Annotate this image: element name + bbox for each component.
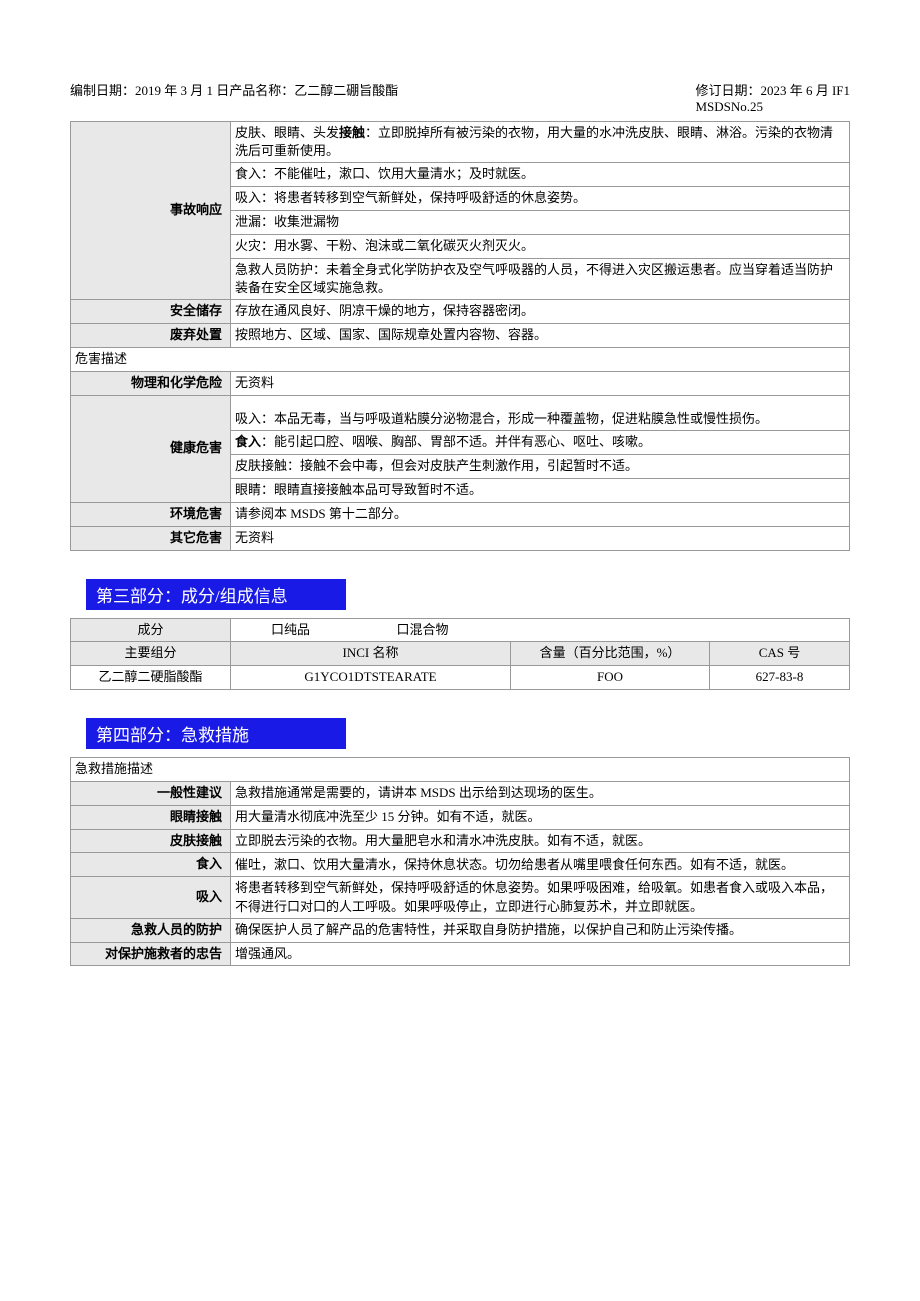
health-ingest: 食入：能引起口腔、咽喉、胸部、胃部不适。并伴有恶心、呕吐、咳嗽。 [231,431,850,455]
fa-inhale-label: 吸入 [71,877,231,918]
health-label: 健康危害 [71,395,231,502]
safe-storage-value: 存放在通风良好、阴凉干燥的地方，保持容器密闭。 [231,300,850,324]
header-right: 修订日期：2023 年 6 月 IF1 MSDSNo.25 [695,80,850,115]
hdr-main-comp: 主要组分 [71,642,231,666]
hdr-inci: INCI 名称 [231,642,511,666]
accident-rescue: 急救人员防护：未着全身式化学防护衣及空气呼吸器的人员，不得进入灾区搬运患者。应当… [231,258,850,299]
data-content: FOO [511,666,710,690]
data-inci: G1YCO1DTSTEARATE [231,666,511,690]
other-value: 无资料 [231,526,850,550]
fa-responder-value: 确保医护人员了解产品的危害特性，并采取自身防护措施，以保护自己和防止污染传播。 [231,918,850,942]
phys-chem-value: 无资料 [231,371,850,395]
safe-storage-label: 安全储存 [71,300,231,324]
fa-skin-label: 皮肤接触 [71,829,231,853]
disposal-value: 按照地方、区域、国家、国际规章处置内容物、容器。 [231,323,850,347]
composition-table: 成分 口纯品 口混合物 主要组分 INCI 名称 含量（百分比范围，%） CAS… [70,618,850,691]
firstaid-desc-header: 急救措施描述 [71,758,850,782]
fa-ingest-value: 催吐，漱口、饮用大量清水，保持休息状态。切勿给患者从嘴里喂食任何东西。如有不适，… [231,853,850,877]
section4-header: 第四部分：急救措施 [86,718,346,749]
hdr-content: 含量（百分比范围，%） [511,642,710,666]
disposal-label: 废弃处置 [71,323,231,347]
fa-responder-label: 急救人员的防护 [71,918,231,942]
hdr-cas: CAS 号 [709,642,849,666]
health-inhale: 吸入：本品无毒，当与呼吸道粘膜分泌物混合，形成一种覆盖物，促进粘膜急性或慢性损伤… [231,395,850,431]
health-skin: 皮肤接触：接触不会中毒，但会对皮肤产生刺激作用，引起暂时不适。 [231,455,850,479]
env-label: 环境危害 [71,502,231,526]
comp-row1-label: 成分 [71,618,231,642]
opt-mix: 口混合物 [397,622,449,637]
phys-chem-label: 物理和化学危险 [71,371,231,395]
accident-response-label: 事故响应 [71,122,231,300]
hazard-table: 事故响应 皮肤、眼睛、头发接触：立即脱掉所有被污染的衣物，用大量的水冲洗皮肤、眼… [70,121,850,551]
revision-date: 修订日期：2023 年 6 月 IF1 [695,83,850,98]
accident-skin: 皮肤、眼睛、头发接触：立即脱掉所有被污染的衣物，用大量的水冲洗皮肤、眼睛、淋浴。… [231,122,850,163]
accident-inhale: 吸入：将患者转移到空气新鲜处，保持呼吸舒适的休息姿势。 [231,187,850,211]
other-label: 其它危害 [71,526,231,550]
fa-general-label: 一般性建议 [71,781,231,805]
opt-pure: 口纯品 [271,622,310,637]
firstaid-table: 急救措施描述 一般性建议 急救措施通常是需要的，请讲本 MSDS 出示给到达现场… [70,757,850,966]
msds-no: MSDSNo.25 [695,99,763,114]
fa-eye-value: 用大量清水彻底冲洗至少 15 分钟。如有不适，就医。 [231,805,850,829]
data-comp: 乙二醇二硬脂酸酯 [71,666,231,690]
hazard-desc-header: 危害描述 [71,347,850,371]
health-eye: 眼睛：眼睛直接接触本品可导致暂时不适。 [231,479,850,503]
header-left: 编制日期：2019 年 3 月 1 日产品名称：乙二醇二硼旨酸酯 [70,80,398,115]
accident-fire: 火灾：用水雾、干粉、泡沫或二氧化碳灭火剂灭火。 [231,234,850,258]
env-value: 请参阅本 MSDS 第十二部分。 [231,502,850,526]
accident-ingest: 食入：不能催吐，漱口、饮用大量清水；及时就医。 [231,163,850,187]
fa-advice-label: 对保护施救者的忠告 [71,942,231,966]
fa-general-value: 急救措施通常是需要的，请讲本 MSDS 出示给到达现场的医生。 [231,781,850,805]
accident-leak: 泄漏：收集泄漏物 [231,211,850,235]
fa-skin-value: 立即脱去污染的衣物。用大量肥皂水和清水冲洗皮肤。如有不适，就医。 [231,829,850,853]
fa-ingest-label: 食入 [71,853,231,877]
data-cas: 627-83-8 [709,666,849,690]
fa-advice-value: 增强通风。 [231,942,850,966]
fa-eye-label: 眼睛接触 [71,805,231,829]
comp-row1-opts: 口纯品 口混合物 [231,618,850,642]
fa-inhale-value: 将患者转移到空气新鲜处，保持呼吸舒适的休息姿势。如果呼吸困难，给吸氧。如患者食入… [231,877,850,918]
section3-header: 第三部分：成分/组成信息 [86,579,346,610]
